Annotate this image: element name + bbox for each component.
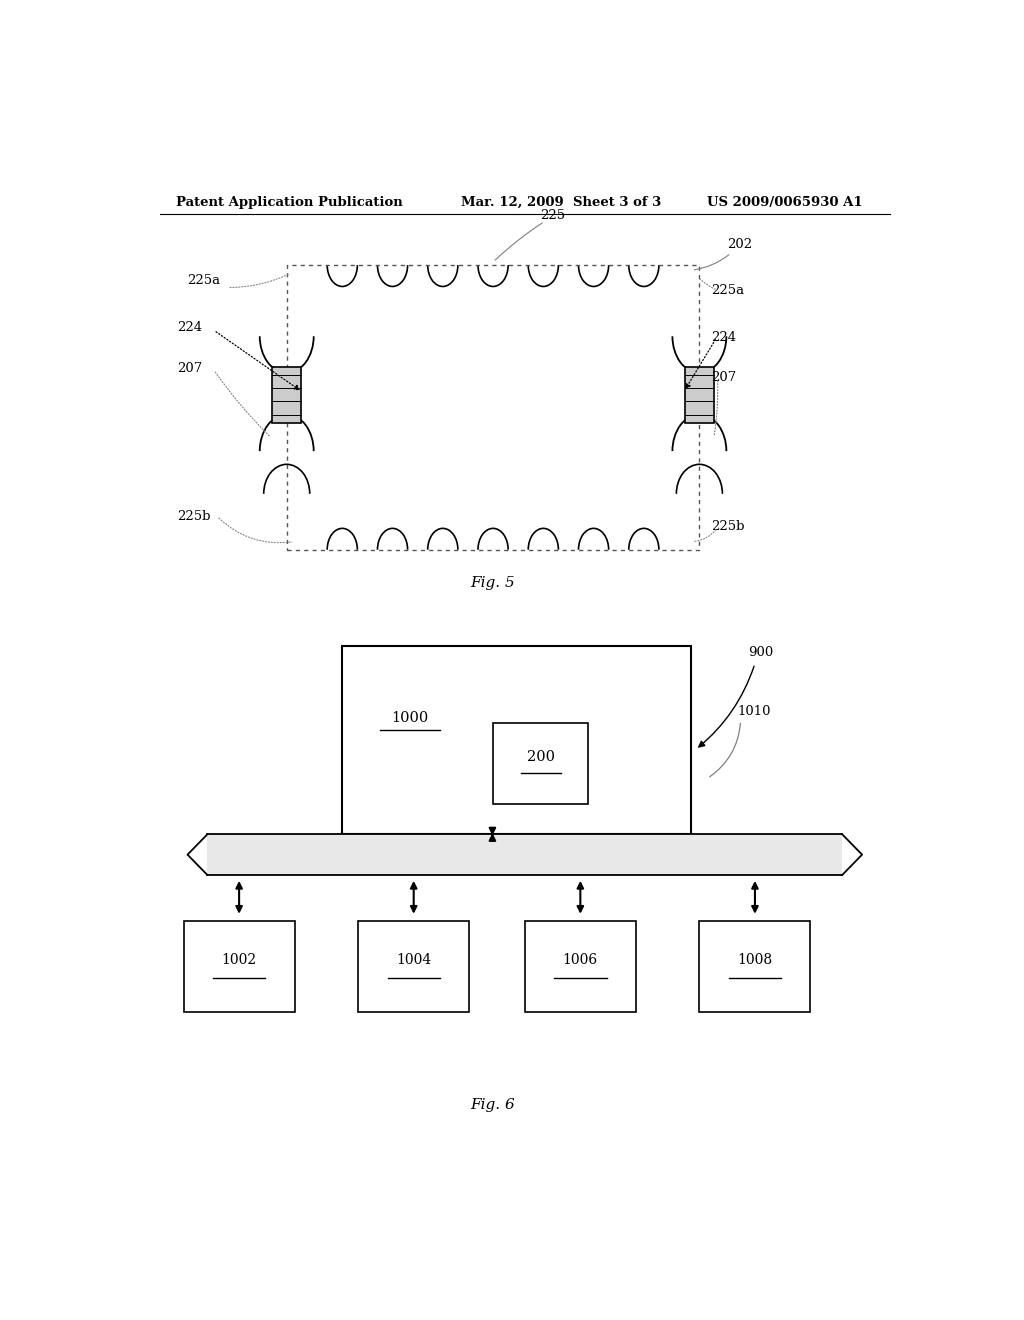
Text: 224: 224 [712, 331, 736, 345]
Bar [272, 367, 301, 422]
Text: 900: 900 [749, 647, 774, 660]
Text: 225a: 225a [187, 275, 220, 288]
Text: 1010: 1010 [737, 705, 771, 718]
Text: 1002: 1002 [221, 953, 257, 968]
Bar [183, 921, 295, 1012]
Bar [358, 921, 469, 1012]
Text: 225b: 225b [712, 520, 744, 533]
Bar [685, 367, 714, 422]
Text: 225: 225 [540, 210, 565, 222]
Text: 224: 224 [177, 321, 203, 334]
Text: 1000: 1000 [391, 710, 428, 725]
Text: 207: 207 [177, 362, 203, 375]
Text: 225b: 225b [177, 511, 211, 523]
Bar [699, 921, 811, 1012]
Bar [524, 921, 636, 1012]
Bar [207, 834, 842, 875]
Text: Fig. 6: Fig. 6 [471, 1098, 515, 1111]
Text: 207: 207 [712, 371, 736, 384]
Bar [494, 722, 589, 804]
Text: Patent Application Publication: Patent Application Publication [176, 195, 402, 209]
Text: 225a: 225a [712, 284, 744, 297]
Text: 200: 200 [526, 750, 555, 764]
Text: 1006: 1006 [563, 953, 598, 968]
Bar [342, 647, 691, 834]
Text: Mar. 12, 2009  Sheet 3 of 3: Mar. 12, 2009 Sheet 3 of 3 [461, 195, 662, 209]
Text: 1008: 1008 [737, 953, 772, 968]
Text: Fig. 5: Fig. 5 [471, 577, 515, 590]
Text: 1004: 1004 [396, 953, 431, 968]
Text: US 2009/0065930 A1: US 2009/0065930 A1 [708, 195, 863, 209]
Text: 202: 202 [727, 238, 753, 251]
Bar [287, 265, 699, 549]
